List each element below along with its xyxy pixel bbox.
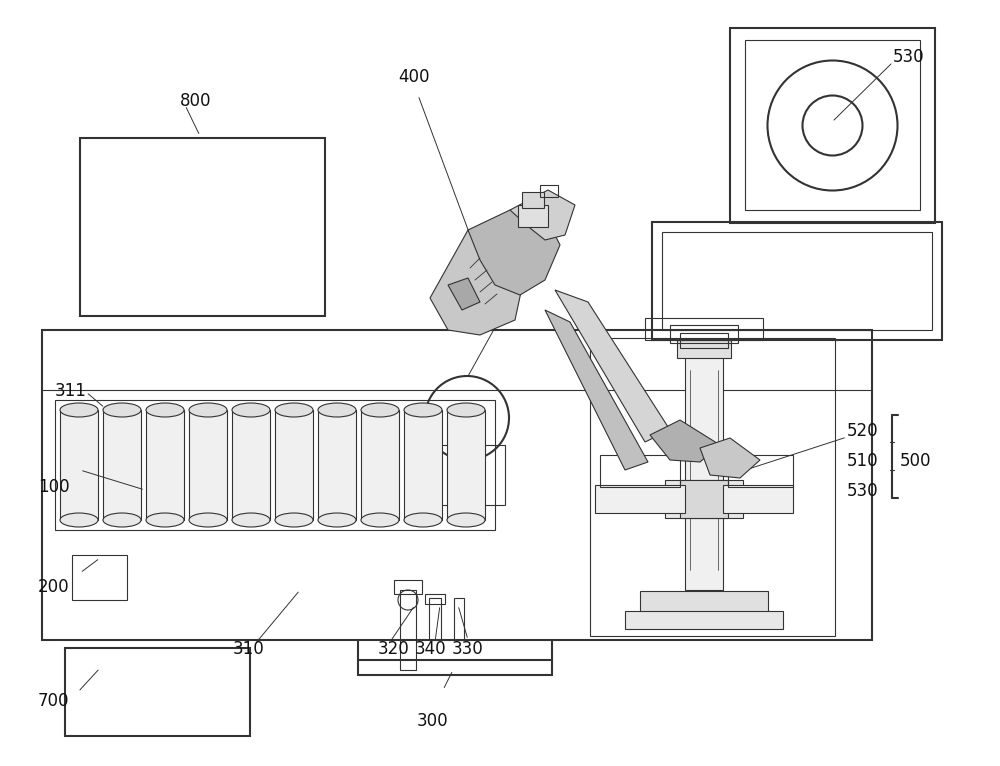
Text: 311: 311 — [55, 382, 87, 400]
Bar — [670, 325, 738, 343]
Ellipse shape — [60, 513, 98, 527]
Ellipse shape — [60, 403, 98, 417]
Bar — [60, 410, 98, 520]
Bar — [454, 598, 464, 640]
Text: 520: 520 — [847, 422, 879, 440]
Bar — [723, 485, 793, 513]
Ellipse shape — [318, 513, 356, 527]
Text: 320: 320 — [378, 640, 410, 658]
Bar — [680, 333, 728, 348]
Bar — [728, 455, 793, 487]
Text: 200: 200 — [38, 578, 70, 596]
Text: 340: 340 — [415, 640, 447, 658]
Bar — [677, 340, 731, 358]
Bar — [625, 611, 783, 629]
Polygon shape — [468, 210, 560, 295]
Text: 530: 530 — [847, 482, 879, 500]
Ellipse shape — [318, 403, 356, 417]
Bar — [652, 222, 942, 340]
Bar — [645, 318, 763, 340]
Text: 330: 330 — [452, 640, 484, 658]
Text: 510: 510 — [847, 452, 879, 470]
Polygon shape — [545, 310, 648, 470]
Bar — [425, 594, 445, 604]
Bar — [590, 338, 835, 636]
Bar — [404, 410, 442, 520]
Ellipse shape — [103, 403, 141, 417]
Ellipse shape — [404, 513, 442, 527]
Bar — [275, 410, 313, 520]
Polygon shape — [510, 190, 575, 240]
Bar — [685, 350, 723, 590]
Bar — [745, 40, 920, 210]
Ellipse shape — [103, 513, 141, 527]
Text: 300: 300 — [416, 712, 448, 730]
Ellipse shape — [447, 513, 485, 527]
Bar — [232, 410, 270, 520]
Bar — [447, 410, 485, 520]
Text: 530: 530 — [893, 48, 925, 66]
Polygon shape — [700, 438, 760, 478]
Bar — [662, 232, 932, 330]
Bar — [55, 400, 495, 530]
Ellipse shape — [361, 513, 399, 527]
Ellipse shape — [189, 403, 227, 417]
Bar — [600, 455, 680, 487]
Bar — [518, 205, 548, 227]
Text: 700: 700 — [38, 692, 70, 710]
Polygon shape — [448, 278, 480, 310]
Bar — [595, 485, 685, 513]
Bar — [430, 445, 505, 505]
Bar — [72, 555, 127, 600]
Text: 500: 500 — [900, 452, 932, 470]
Ellipse shape — [275, 513, 313, 527]
Bar — [730, 28, 935, 223]
Ellipse shape — [189, 513, 227, 527]
Ellipse shape — [146, 513, 184, 527]
Text: 510: 510 — [498, 278, 530, 296]
Text: 800: 800 — [180, 92, 212, 110]
Ellipse shape — [404, 403, 442, 417]
Bar — [540, 185, 558, 197]
Bar — [429, 598, 441, 640]
Text: 310: 310 — [233, 640, 265, 658]
Ellipse shape — [361, 403, 399, 417]
Bar — [522, 192, 544, 208]
Bar — [146, 410, 184, 520]
Text: 400: 400 — [398, 68, 430, 86]
Bar — [640, 591, 768, 616]
Ellipse shape — [232, 513, 270, 527]
Ellipse shape — [232, 403, 270, 417]
Bar — [394, 580, 422, 594]
Bar — [318, 410, 356, 520]
Bar — [680, 480, 728, 518]
Bar — [103, 410, 141, 520]
Bar — [665, 480, 743, 518]
Polygon shape — [430, 222, 530, 335]
Bar — [358, 660, 552, 675]
Polygon shape — [555, 290, 670, 442]
Bar — [65, 648, 250, 736]
Bar — [361, 410, 399, 520]
Bar — [400, 590, 416, 670]
Ellipse shape — [275, 403, 313, 417]
Ellipse shape — [146, 403, 184, 417]
Bar — [42, 330, 872, 640]
Ellipse shape — [447, 403, 485, 417]
Bar — [189, 410, 227, 520]
Bar — [80, 138, 325, 316]
Polygon shape — [650, 420, 720, 462]
Text: 100: 100 — [38, 478, 70, 496]
